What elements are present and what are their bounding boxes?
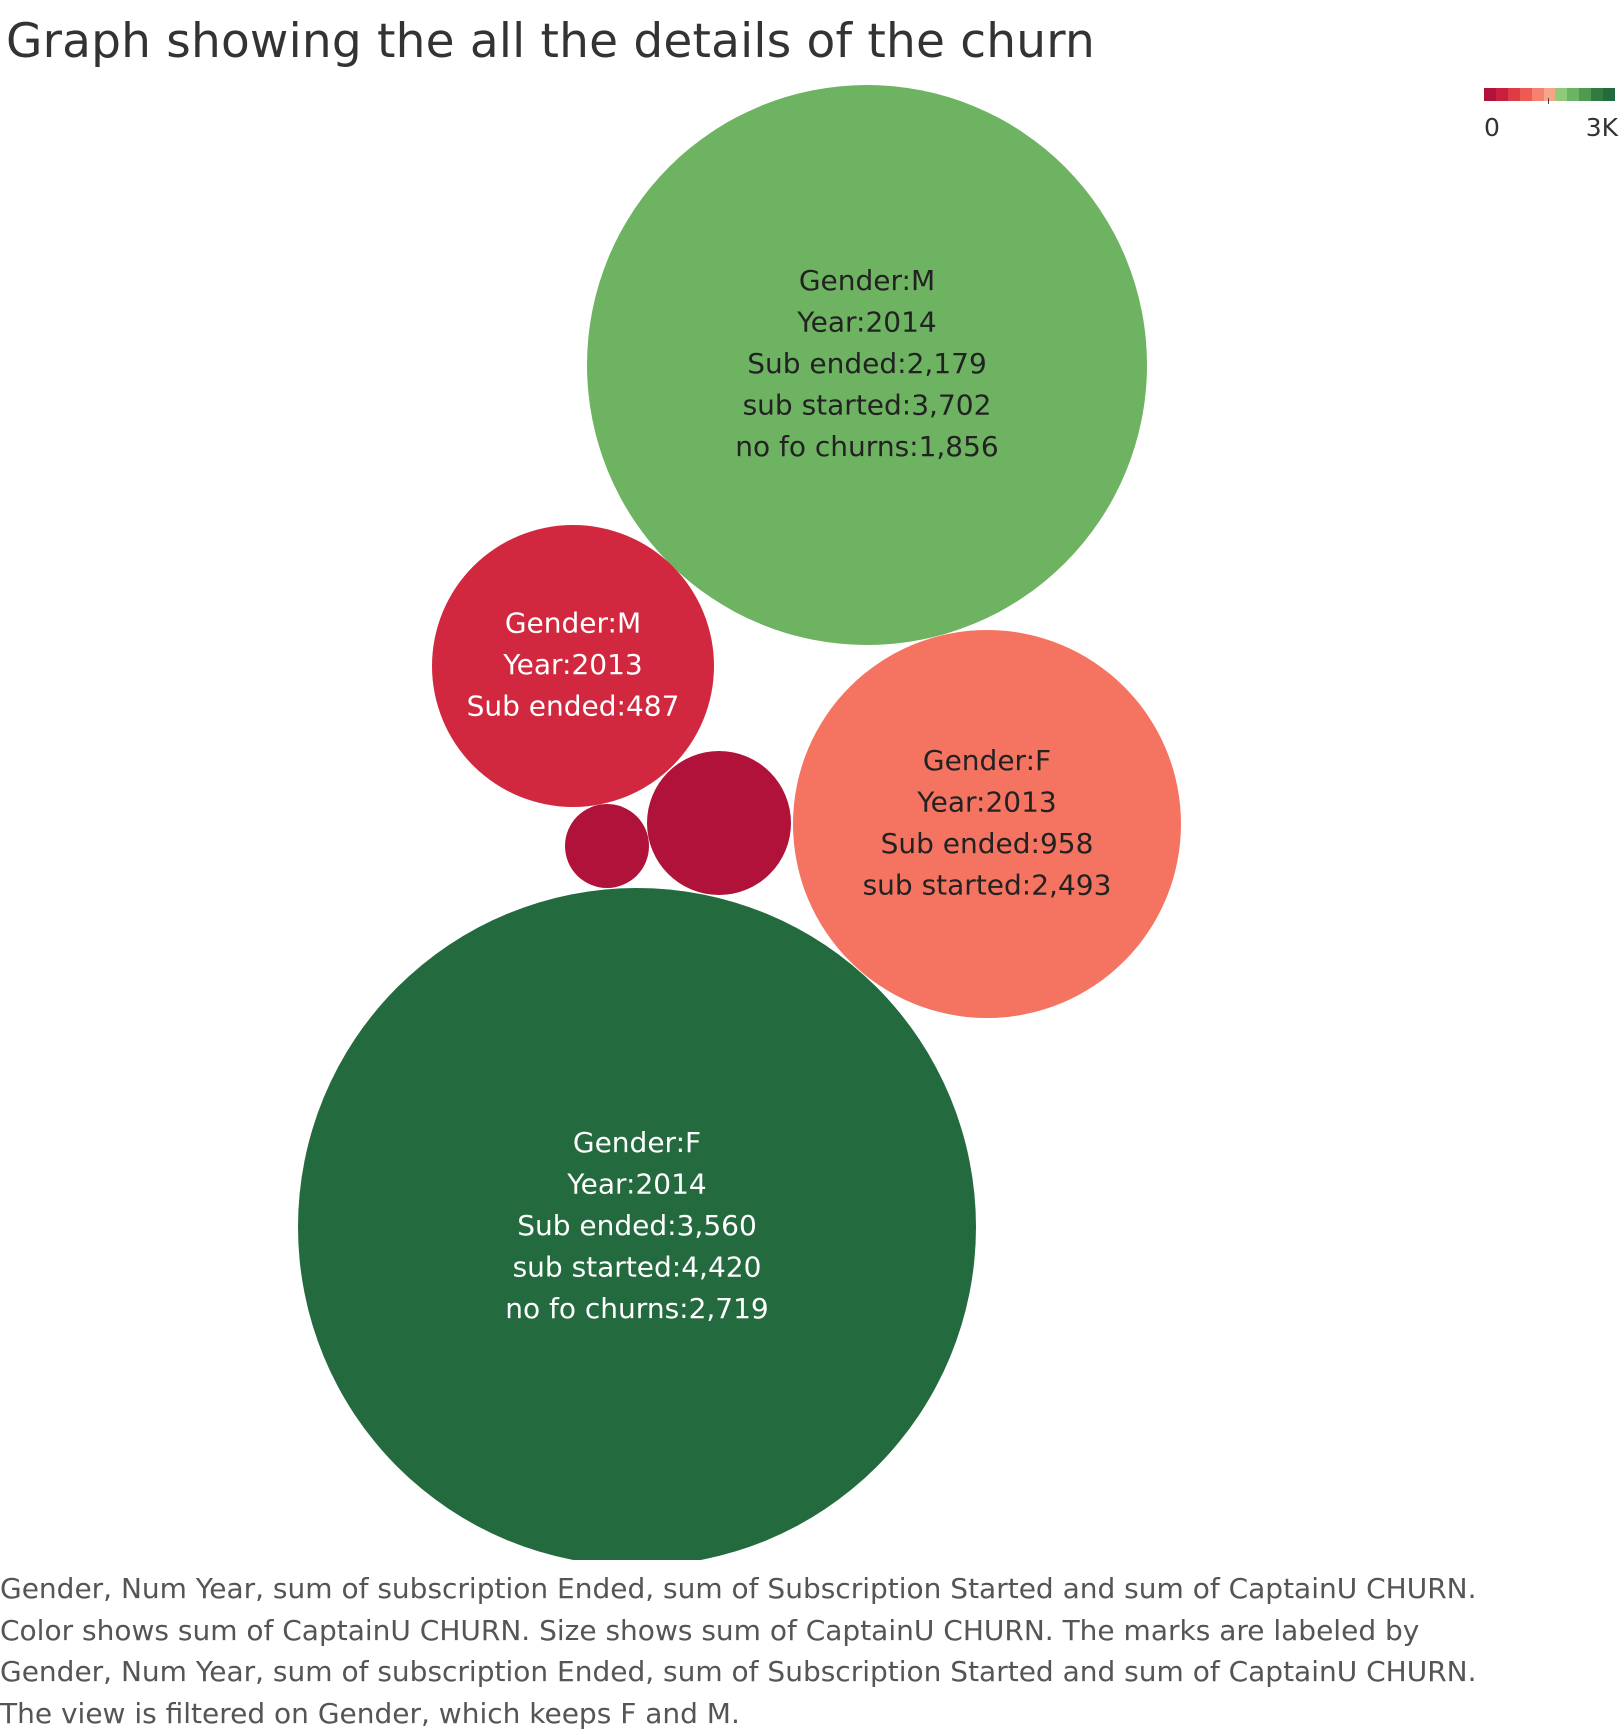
legend-swatch-4 — [1519, 88, 1532, 101]
bubble-m-2013-label-1: Gender:M — [505, 607, 641, 640]
bubble-chart: Gender:M Year:2014 Sub ended:2,179 sub star… — [298, 85, 1181, 1560]
bubble-f-2014-label-1: Gender:F — [573, 1126, 701, 1159]
caption-line-3: Gender, Num Year, sum of subscription En… — [0, 1655, 1477, 1688]
legend-swatch-3 — [1507, 88, 1520, 101]
bubble-m-2013-label-3: Sub ended:487 — [467, 690, 680, 723]
bubble-m-2013-circle[interactable] — [432, 525, 714, 807]
bubble-f-2014[interactable]: Gender:F Year:2014 Sub ended:3,560 sub star… — [298, 888, 976, 1560]
color-legend-max-label: 3K — [1585, 113, 1618, 142]
legend-swatch-10 — [1591, 88, 1604, 101]
bubble-f-2013-label-1: Gender:F — [923, 744, 1051, 777]
bubble-m-2014-label-1: Gender:M — [799, 264, 935, 297]
legend-swatch-1 — [1484, 88, 1496, 101]
bubble-small-2-circle[interactable] — [565, 804, 649, 888]
legend-swatch-5 — [1531, 88, 1544, 101]
color-legend: 0 3K — [1484, 88, 1618, 148]
bubble-f-2013-label-3: Sub ended:958 — [881, 827, 1094, 860]
bubble-m-2013-label-2: Year:2013 — [502, 648, 642, 681]
bubble-m-2014-label-2: Year:2014 — [796, 306, 936, 339]
bubble-f-2013-label-2: Year:2013 — [916, 785, 1056, 818]
legend-swatch-6 — [1543, 88, 1556, 101]
bubble-m-2014-label-4: sub started:3,702 — [743, 389, 992, 422]
bubble-m-2014[interactable]: Gender:M Year:2014 Sub ended:2,179 sub star… — [587, 85, 1147, 645]
chart-caption: Gender, Num Year, sum of subscription En… — [0, 1568, 1620, 1734]
bubble-f-2013-label-4: sub started:2,493 — [863, 868, 1112, 901]
chart-title: Graph showing the all the details of the… — [6, 14, 1095, 69]
bubble-f-2014-circle[interactable] — [298, 888, 976, 1560]
bubble-f-2014-label-5: no fo churns:2,719 — [505, 1292, 769, 1325]
legend-swatch-9 — [1579, 88, 1592, 101]
bubble-f-2013-circle[interactable] — [793, 630, 1181, 1018]
legend-swatch-2 — [1495, 88, 1508, 101]
color-legend-tick — [1548, 98, 1549, 104]
bubble-small-2[interactable] — [565, 804, 649, 888]
color-legend-min-label: 0 — [1484, 113, 1500, 142]
bubble-f-2014-label-2: Year:2014 — [566, 1168, 706, 1201]
caption-line-2: Color shows sum of CaptainU CHURN. Size … — [0, 1613, 1420, 1647]
caption-line-4: The view is filtered on Gender, which ke… — [0, 1696, 740, 1730]
bubble-m-2014-label-5: no fo churns:1,856 — [735, 430, 999, 463]
bubble-f-2013[interactable]: Gender:F Year:2013 Sub ended:958 sub starte… — [793, 630, 1181, 1018]
legend-swatch-7 — [1555, 88, 1568, 101]
bubble-f-2014-label-4: sub started:4,420 — [513, 1251, 762, 1284]
bubble-small-1[interactable] — [647, 751, 791, 895]
bubble-f-2014-label-3: Sub ended:3,560 — [517, 1209, 757, 1242]
bubble-m-2014-circle[interactable] — [587, 85, 1147, 645]
color-legend-bar — [1484, 88, 1615, 101]
bubble-small-1-circle[interactable] — [647, 751, 791, 895]
bubble-m-2014-label-3: Sub ended:2,179 — [747, 347, 987, 380]
bubble-m-2013[interactable]: Gender:M Year:2013 Sub ended:487 — [432, 525, 714, 807]
legend-swatch-11 — [1603, 88, 1615, 101]
legend-swatch-8 — [1567, 88, 1580, 101]
caption-line-1: Gender, Num Year, sum of subscription En… — [0, 1572, 1477, 1605]
